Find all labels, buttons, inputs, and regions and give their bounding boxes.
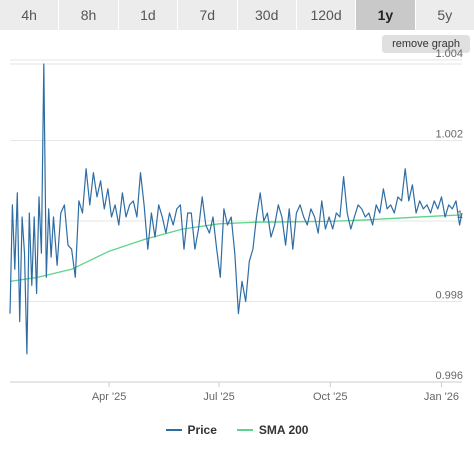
legend-label: SMA 200 — [258, 423, 309, 437]
time-range-tabs: 4h 8h 1d 7d 30d 120d 1y 5y — [0, 0, 474, 30]
x-tick-label: Apr '25 — [92, 391, 127, 403]
legend-swatch — [165, 429, 182, 431]
price-series-line — [9, 63, 463, 355]
y-tick-label: 1.004 — [435, 48, 463, 60]
tab-4h[interactable]: 4h — [0, 0, 60, 30]
legend-label: Price — [187, 423, 217, 437]
chart-legend: Price SMA 200 — [0, 420, 474, 440]
legend-item-sma-200[interactable]: SMA 200 — [236, 423, 309, 437]
legend-swatch — [236, 429, 253, 431]
series-lines — [9, 63, 463, 355]
sma-200-series-line — [9, 214, 463, 283]
x-tick-label: Jan '26 — [424, 391, 459, 403]
y-tick-label: 1.002 — [435, 129, 463, 141]
x-tick-label: Oct '25 — [313, 391, 348, 403]
legend-item-price[interactable]: Price — [165, 423, 217, 437]
y-tick-label: 0.998 — [435, 290, 463, 302]
tab-1y[interactable]: 1y — [356, 0, 416, 30]
tab-30d[interactable]: 30d — [237, 0, 297, 30]
tab-5y[interactable]: 5y — [415, 0, 474, 30]
y-tick-label: 0.996 — [435, 370, 463, 382]
grid-lines — [10, 59, 462, 383]
x-tick-label: Jul '25 — [203, 391, 234, 403]
tab-8h[interactable]: 8h — [59, 0, 119, 30]
x-axis-ticks: Apr '25 Jul '25 Oct '25 Jan '26 — [92, 382, 459, 403]
remove-graph-button[interactable]: remove graph — [382, 35, 470, 53]
tab-120d[interactable]: 120d — [296, 0, 357, 30]
tab-1d[interactable]: 1d — [118, 0, 179, 30]
tab-7d[interactable]: 7d — [178, 0, 238, 30]
